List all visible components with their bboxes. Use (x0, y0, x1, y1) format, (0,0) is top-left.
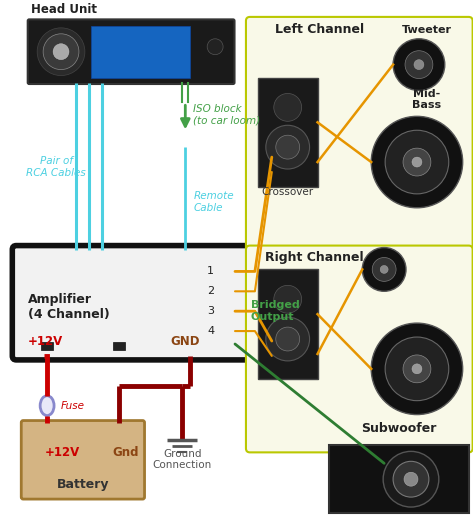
FancyBboxPatch shape (27, 20, 235, 84)
Circle shape (266, 125, 310, 169)
Bar (329, 445, 469, 513)
Text: 1: 1 (207, 266, 214, 277)
Circle shape (405, 50, 433, 79)
Circle shape (266, 317, 310, 361)
Circle shape (383, 451, 439, 507)
Circle shape (207, 39, 223, 55)
Circle shape (412, 157, 422, 167)
Text: 2: 2 (207, 286, 214, 296)
Circle shape (393, 39, 445, 91)
Text: Pair of
RCA Cables: Pair of RCA Cables (26, 156, 86, 178)
Text: 4: 4 (207, 326, 214, 336)
Circle shape (403, 355, 431, 383)
Text: Battery: Battery (57, 478, 109, 491)
Circle shape (274, 285, 301, 313)
Circle shape (393, 461, 429, 497)
Text: Gnd: Gnd (113, 446, 139, 459)
Text: Tweeter: Tweeter (402, 25, 452, 35)
Text: ISO block
(to car loom): ISO block (to car loom) (193, 104, 260, 125)
Bar (258, 78, 318, 187)
Text: Right Channel: Right Channel (265, 251, 364, 265)
Circle shape (362, 248, 406, 291)
Circle shape (380, 265, 388, 273)
Text: Remote
Cable: Remote Cable (193, 191, 234, 213)
Circle shape (276, 327, 300, 351)
Circle shape (385, 337, 449, 401)
Circle shape (274, 93, 301, 122)
Text: Fuse: Fuse (61, 401, 85, 410)
Circle shape (414, 60, 424, 70)
Circle shape (385, 130, 449, 194)
Text: Bridged
Output: Bridged Output (251, 300, 300, 322)
Circle shape (43, 34, 79, 70)
FancyBboxPatch shape (21, 421, 145, 499)
Circle shape (412, 364, 422, 374)
Circle shape (371, 116, 463, 208)
Text: Subwoofer: Subwoofer (361, 422, 437, 436)
FancyBboxPatch shape (12, 246, 249, 360)
Circle shape (371, 323, 463, 415)
FancyBboxPatch shape (246, 246, 473, 452)
Circle shape (37, 28, 85, 76)
Bar (258, 269, 318, 379)
Text: GND: GND (170, 335, 200, 348)
Text: +12V: +12V (28, 335, 64, 348)
Bar (113, 342, 125, 350)
Text: Crossover: Crossover (262, 187, 314, 197)
Circle shape (403, 148, 431, 176)
Ellipse shape (40, 396, 54, 416)
Text: Mid-
Bass: Mid- Bass (412, 89, 441, 110)
Circle shape (276, 135, 300, 159)
Text: Head Unit: Head Unit (31, 3, 97, 16)
Bar (91, 26, 190, 78)
Text: +12V: +12V (45, 446, 81, 459)
FancyBboxPatch shape (246, 17, 473, 251)
Circle shape (404, 472, 418, 486)
Circle shape (372, 258, 396, 281)
Text: Left Channel: Left Channel (275, 23, 364, 36)
Text: Ground
Connection: Ground Connection (153, 449, 212, 470)
Bar (41, 342, 53, 350)
Text: 3: 3 (207, 306, 214, 316)
Text: Amplifier
(4 Channel): Amplifier (4 Channel) (28, 293, 110, 321)
Circle shape (53, 44, 69, 60)
